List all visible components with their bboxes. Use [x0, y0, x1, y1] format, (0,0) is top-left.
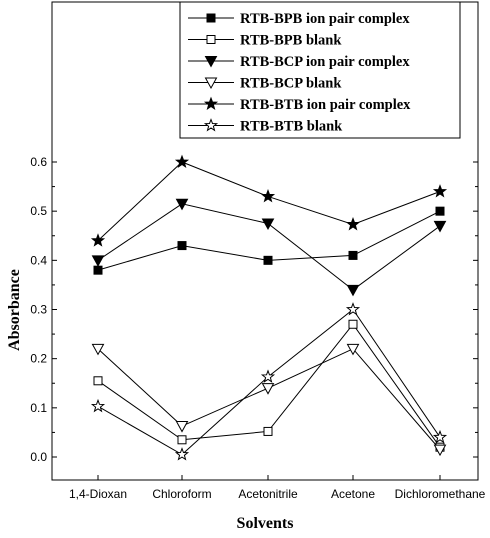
y-tick-label: 0.4	[30, 253, 47, 267]
y-axis-title: Absorbance	[6, 269, 23, 351]
data-point	[432, 429, 448, 444]
legend-label: RTB-BPB blank	[240, 33, 342, 49]
series-line	[97, 161, 441, 242]
data-point	[91, 343, 105, 356]
data-point	[433, 444, 447, 457]
data-point	[93, 376, 103, 386]
x-tick-label: 1,4-Dioxan	[69, 487, 127, 501]
data-point	[260, 188, 276, 203]
x-tick-label: Dichloromethane	[395, 487, 486, 501]
data-point	[348, 319, 358, 329]
y-tick-label: 0.0	[30, 450, 47, 464]
series-layer	[90, 154, 448, 461]
series-line	[97, 203, 441, 291]
legend-label: RTB-BCP blank	[240, 76, 342, 92]
legend-marker	[204, 56, 218, 68]
legend-marker	[206, 35, 216, 44]
data-point	[174, 154, 190, 169]
data-point	[91, 255, 105, 267]
x-tick-label: Acetone	[331, 487, 375, 501]
x-tick-label: Acetonitrile	[238, 487, 298, 501]
legend: RTB-BPB ion pair complex RTB-BPB blank RTB…	[179, 1, 461, 139]
y-tick-label: 0.5	[30, 204, 47, 218]
data-point	[263, 426, 273, 436]
series-6	[90, 302, 448, 461]
data-point	[348, 250, 358, 260]
data-point	[433, 220, 447, 233]
x-axis-title: Solvents	[237, 515, 294, 532]
data-point	[432, 184, 448, 198]
data-point	[90, 398, 106, 413]
data-point	[346, 343, 360, 356]
legend-marker	[203, 96, 219, 111]
legend-item: RTB-BTB ion pair complex	[188, 96, 411, 113]
data-point	[260, 369, 276, 383]
data-point	[175, 198, 189, 211]
legend-marker	[203, 118, 219, 132]
legend-item: RTB-BPB blank	[188, 33, 342, 49]
y-tick-label: 0.2	[30, 352, 47, 366]
legend-label: RTB-BTB ion pair complex	[240, 97, 411, 113]
data-point	[174, 447, 190, 461]
data-point	[261, 218, 275, 230]
x-tick-label: Chloroform	[152, 487, 211, 501]
y-tick-label: 0.6	[30, 155, 47, 169]
data-point	[345, 217, 361, 231]
series-3	[91, 198, 447, 297]
legend-item: RTB-BPB ion pair complex	[188, 11, 410, 27]
y-tick-label: 0.1	[30, 401, 47, 415]
legend-label: RTB-BTB blank	[240, 119, 343, 135]
legend-label: RTB-BPB ion pair complex	[240, 11, 410, 27]
legend-item: RTB-BCP ion pair complex	[188, 54, 410, 70]
data-point	[90, 233, 106, 247]
data-point	[93, 265, 103, 275]
legend-label: RTB-BCP ion pair complex	[240, 54, 410, 70]
data-point	[177, 435, 187, 445]
data-point	[175, 421, 189, 433]
legend-item: RTB-BTB blank	[188, 118, 343, 135]
series-1	[93, 206, 445, 275]
data-point	[435, 206, 445, 216]
legend-marker	[204, 77, 218, 90]
data-point	[177, 241, 187, 251]
series-4	[91, 343, 447, 457]
y-tick-label: 0.3	[30, 303, 47, 317]
data-point	[261, 383, 275, 395]
legend-box	[179, 1, 461, 139]
legend-item: RTB-BCP blank	[188, 76, 342, 92]
data-point	[263, 255, 273, 265]
data-point	[346, 284, 360, 297]
axes: 0.0 0.1 0.2 0.3 0.4 0.5 0.6 1,4-Dioxan Chlorofor…	[30, 155, 485, 501]
legend-marker	[206, 13, 216, 23]
series-5	[90, 154, 448, 247]
data-point	[345, 302, 361, 316]
